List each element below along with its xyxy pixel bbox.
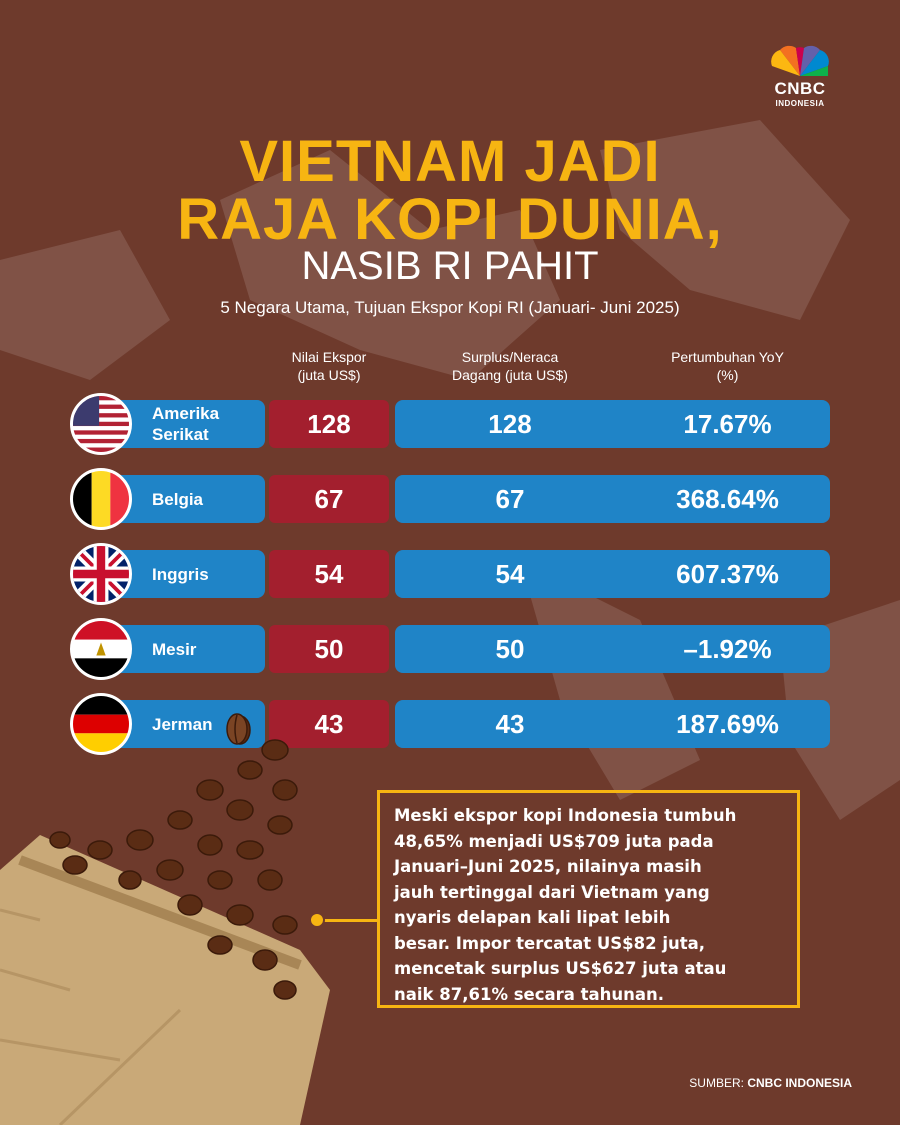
- note-box: Meski ekspor kopi Indonesia tumbuh 48,65…: [377, 790, 800, 1008]
- title-line-3: NASIB RI PAHIT: [301, 244, 599, 288]
- export-value: 67: [269, 475, 389, 523]
- logo-subtext: INDONESIA: [775, 99, 825, 108]
- surplus-value: 128: [488, 408, 532, 439]
- table-row: Belgia 67 67 368.64%: [70, 468, 830, 530]
- column-header-surplus: Surplus/Neraca Dagang (juta US$): [452, 349, 568, 383]
- export-value: 50: [269, 625, 389, 673]
- country-label-box: Inggris: [105, 550, 265, 598]
- usa-flag-icon: [70, 393, 132, 455]
- country-name: Mesir: [152, 639, 197, 659]
- title-line-2: RAJA KOPI DUNIA,: [177, 187, 723, 252]
- export-value: 54: [269, 550, 389, 598]
- peacock-icon: [771, 45, 829, 76]
- values-box: 50 –1.92%: [395, 625, 830, 673]
- values-box: 67 368.64%: [395, 475, 830, 523]
- values-box: 128 17.67%: [395, 400, 830, 448]
- cnbc-logo: CNBC INDONESIA: [765, 44, 835, 108]
- column-header-growth: Pertumbuhan YoY (%): [671, 349, 784, 383]
- source-credit: SUMBER: CNBC INDONESIA: [689, 1076, 852, 1090]
- growth-value: –1.92%: [683, 633, 772, 664]
- country-name: Jerman: [152, 714, 213, 734]
- values-box: 54 607.37%: [395, 550, 830, 598]
- growth-value: 607.37%: [676, 558, 779, 589]
- values-box: 43 187.69%: [395, 700, 830, 748]
- growth-value: 368.64%: [676, 483, 779, 514]
- table-row: Amerika Serikat 128 128 17.67%: [70, 393, 830, 455]
- egypt-flag-icon: [70, 618, 132, 680]
- belgium-flag-icon: [70, 468, 132, 530]
- table-row: Mesir 50 50 –1.92%: [70, 618, 830, 680]
- column-header-export: Nilai Ekspor (juta US$): [291, 349, 367, 383]
- table-row: Jerman 43 43 187.69%: [70, 693, 830, 755]
- surplus-value: 43: [495, 708, 525, 739]
- country-name: Inggris: [152, 564, 209, 584]
- country-name: Belgia: [152, 489, 204, 509]
- title-line-1: VIETNAM JADI: [239, 129, 661, 194]
- callout-dot: [309, 912, 325, 928]
- growth-value: 17.67%: [683, 408, 772, 439]
- table-row: Inggris 54 54 607.37%: [70, 543, 830, 605]
- logo-wordmark: CNBC: [774, 79, 826, 98]
- growth-value: 187.69%: [676, 708, 779, 739]
- subtitle: 5 Negara Utama, Tujuan Ekspor Kopi RI (J…: [220, 298, 680, 317]
- export-value: 43: [269, 700, 389, 748]
- germany-flag-icon: [70, 693, 132, 755]
- surplus-value: 54: [495, 558, 525, 589]
- surplus-value: 67: [495, 483, 525, 514]
- export-value: 128: [269, 400, 389, 448]
- surplus-value: 50: [495, 633, 525, 664]
- coffee-bean-icon: [226, 713, 248, 745]
- callout-connector: [318, 919, 378, 922]
- uk-flag-icon: [70, 543, 132, 605]
- country-name: Amerika Serikat: [152, 404, 220, 444]
